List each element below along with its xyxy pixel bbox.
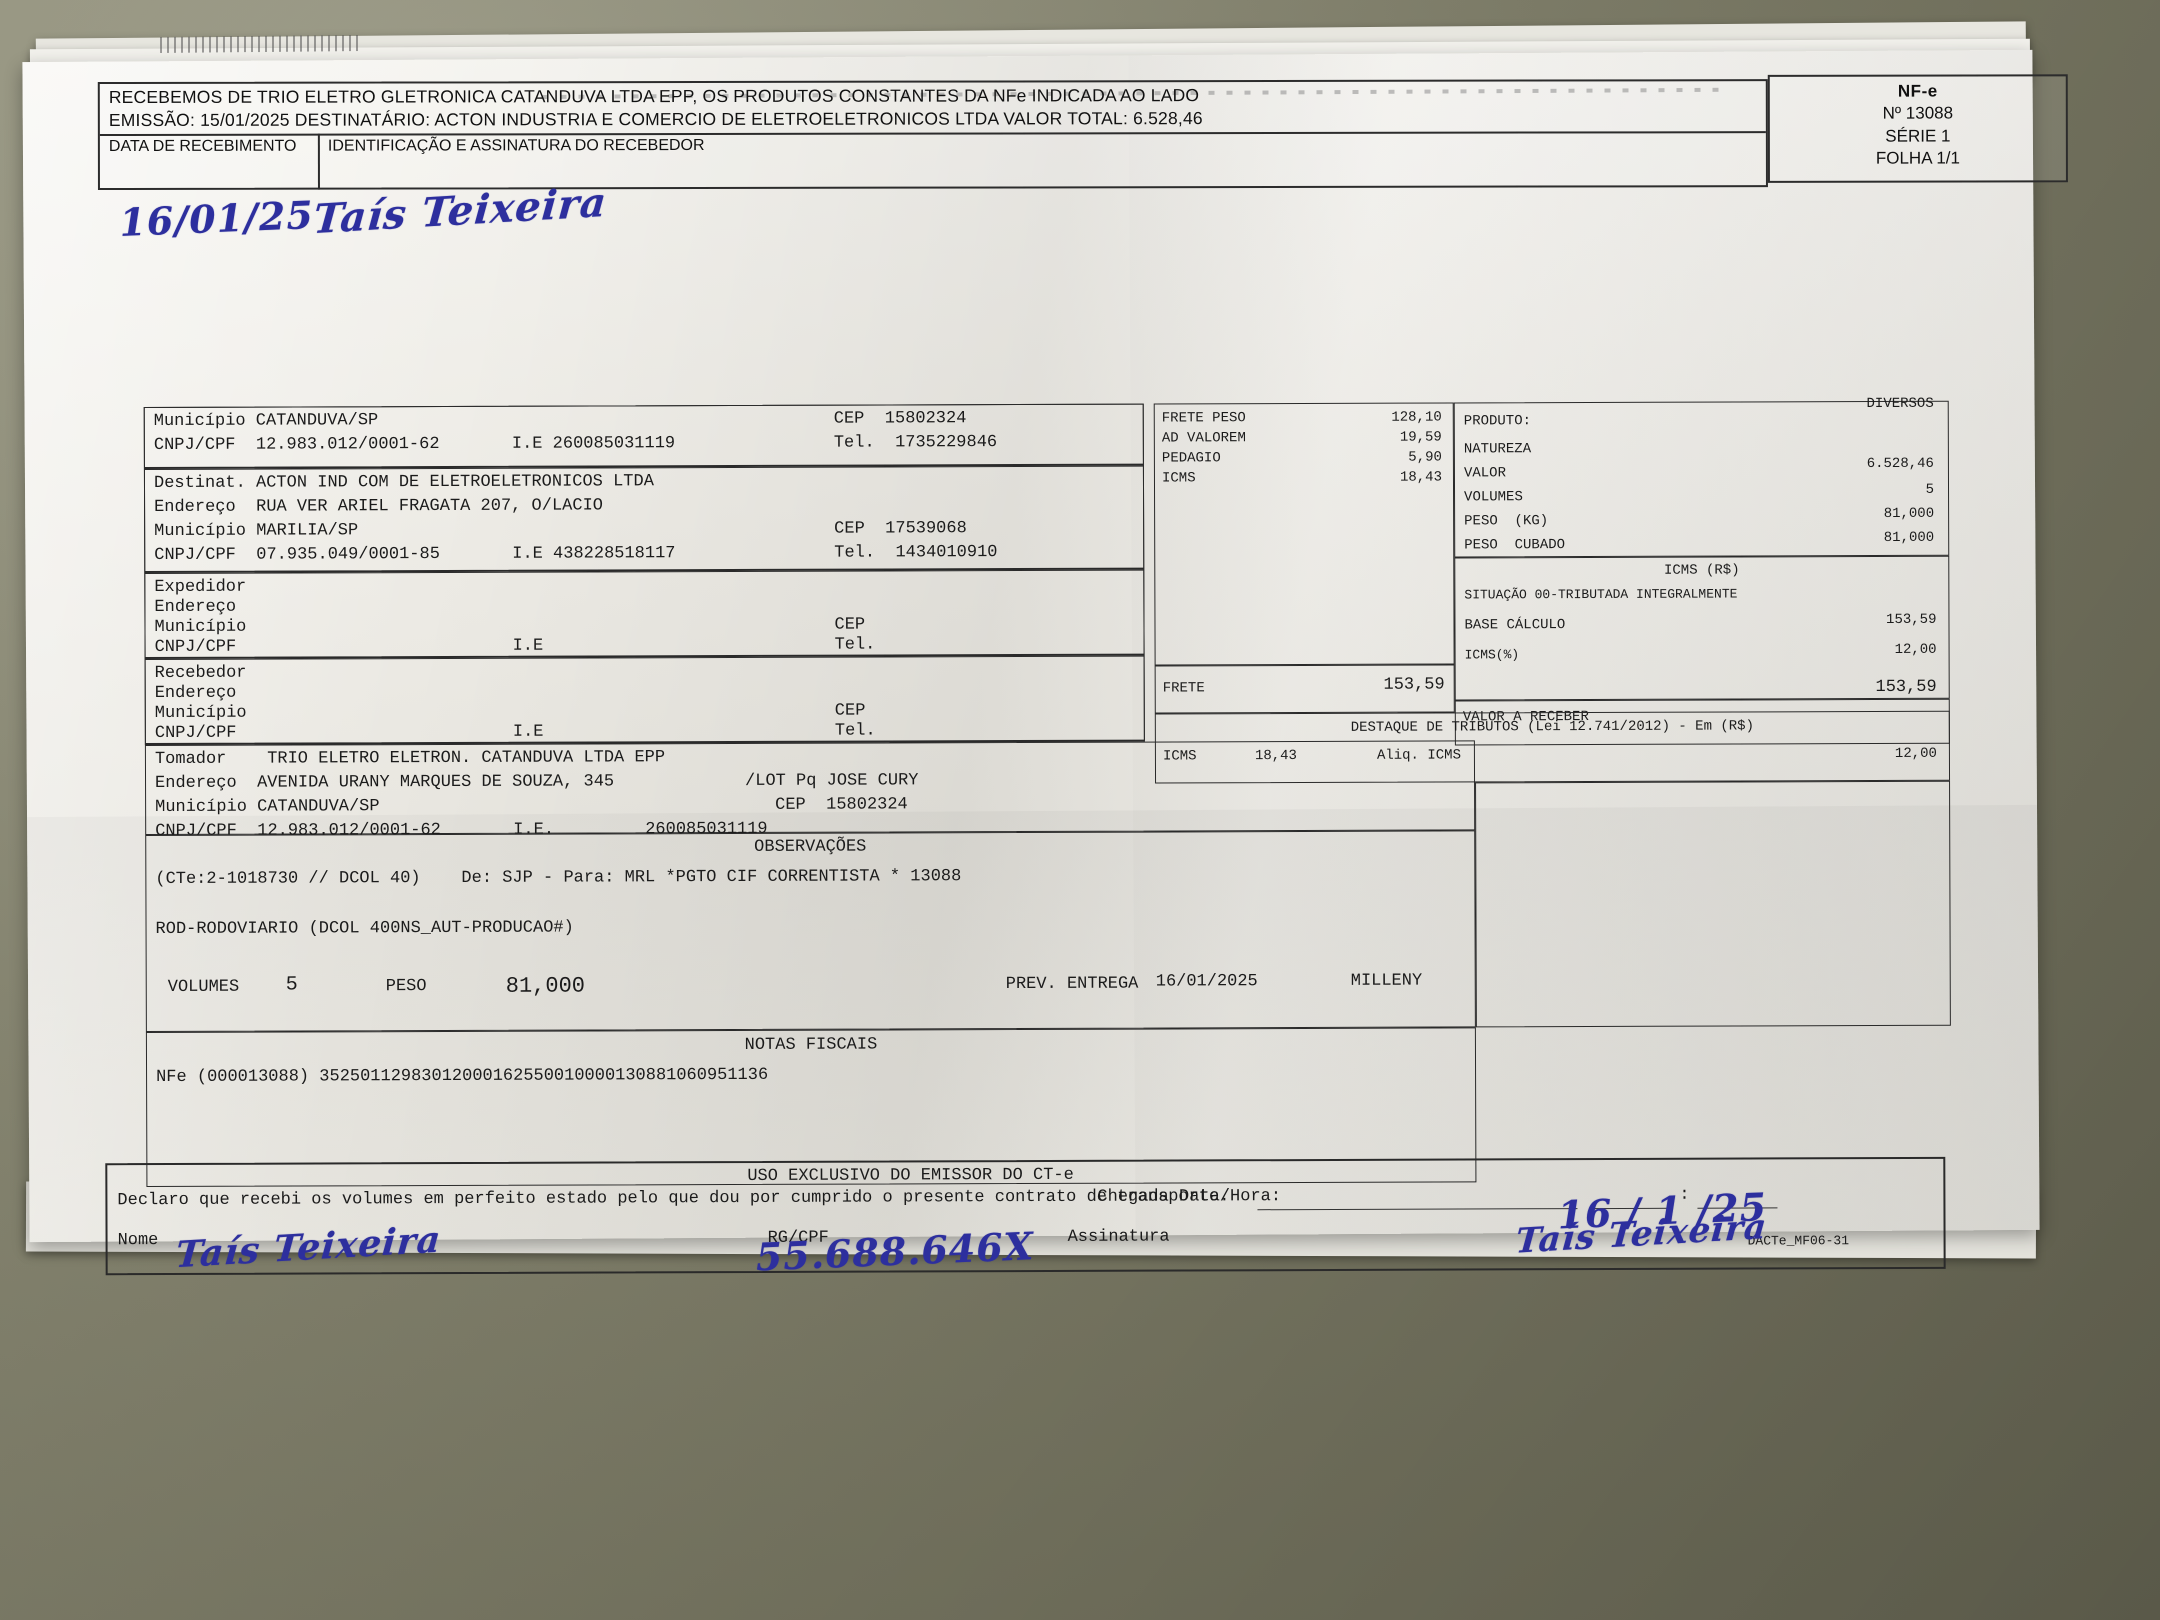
ad-valorem-value: 19,59 [1399, 429, 1442, 446]
label-data-recebimento: DATA DE RECEBIMENTO [108, 137, 297, 156]
obs-peso-value: 81,000 [505, 973, 586, 999]
volumes-label: VOLUMES [1464, 489, 1523, 506]
receipt-divider [99, 131, 1766, 137]
notas-fiscais-line: NFe (000013088) 352501129830120001625500… [156, 1065, 769, 1088]
peso-kg-value: 81,000 [1883, 505, 1935, 522]
remetente-municipio-label: Município CATANDUVA/SP [153, 411, 379, 432]
destinatario-ie: I.E 438228518117 [512, 544, 676, 564]
peso-cubado-value: 81,000 [1883, 529, 1935, 546]
tomador-endereco: Endereço AVENIDA URANY MARQUES DE SOUZA,… [154, 772, 615, 794]
natureza-label: NATUREZA [1463, 441, 1532, 458]
barcode-smudge [159, 34, 361, 54]
frete-total-value: 153,59 [1383, 675, 1445, 695]
icms-situacao: SITUAÇÃO 00-TRIBUTADA INTEGRALMENTE [1464, 586, 1738, 603]
tomador-cep: CEP 15802324 [775, 795, 908, 815]
volumes-value: 5 [1925, 481, 1935, 498]
observacoes-line-2: ROD-RODOVIARIO (DCOL 400NS_AUT-PRODUCAO#… [155, 918, 574, 940]
observacoes-line-1: (CTe:2-1018730 // DCOL 40) De: SJP - Par… [155, 867, 962, 890]
receipt-vertical-divider [317, 133, 320, 190]
base-calculo-label: BASE CÁLCULO [1464, 617, 1566, 634]
peso-kg-label: PESO (KG) [1464, 513, 1549, 530]
destaque-icms-value: 18,43 [1254, 748, 1297, 765]
chegada-label: Chegada Data/Hora: [1097, 1187, 1282, 1207]
receipt-line-1: RECEBEMOS DE TRIO ELETRO GLETRONICA CATA… [108, 85, 1200, 108]
observacoes-side-frame [1475, 780, 1951, 1028]
destaque-aliq-value: 12,00 [1894, 745, 1937, 762]
expedidor-tel-label: Tel. [834, 635, 876, 655]
recebedor-cnpj-label: CNPJ/CPF [154, 723, 237, 744]
nfe-numero: Nº 13088 [1882, 103, 1954, 124]
base-calculo-value: 153,59 [1886, 611, 1937, 628]
produto-label: PRODUTO: [1463, 413, 1532, 430]
nfe-reference-box: NF-e Nº 13088 SÉRIE 1 FOLHA 1/1 [1767, 74, 2068, 183]
valor-receber-value: 153,59 [1875, 677, 1937, 698]
icms-componente-value: 18,43 [1399, 469, 1442, 486]
destinatario-cnpj: CNPJ/CPF 07.935.049/0001-85 [154, 545, 440, 566]
produto-value: DIVERSOS [1866, 395, 1934, 413]
destinatario-endereco: Endereço RUA VER ARIEL FRAGATA 207, O/LA… [154, 496, 603, 518]
frete-total-label: FRETE [1162, 680, 1205, 697]
icms-componente-label: ICMS [1161, 470, 1196, 487]
dacte-document-sheet: RECEBEMOS DE TRIO ELETRO GLETRONICA CATA… [22, 49, 2068, 1280]
destaque-tributos-title: DESTAQUE DE TRIBUTOS (Lei 12.741/2012) -… [1350, 718, 1754, 736]
frete-peso-label: FRETE PESO [1161, 410, 1246, 427]
destinatario-municipio: Município MARILIA/SP [154, 521, 359, 542]
assinatura-label: Assinatura [1067, 1227, 1170, 1247]
destaque-icms-label: ICMS [1162, 748, 1197, 765]
obs-volumes-value: 5 [285, 973, 298, 997]
tomador-municipio: Município CATANDUVA/SP [155, 797, 380, 818]
observacoes-title: OBSERVAÇÕES [754, 837, 867, 857]
prev-entrega-value: 16/01/2025 [1155, 972, 1258, 992]
destinatario-nome: Destinat. ACTON IND COM DE ELETROELETRON… [153, 472, 654, 494]
destinatario-tel: Tel. 1434010910 [834, 543, 998, 563]
remetente-cep: CEP 15802324 [833, 409, 967, 429]
valor-label: VALOR [1463, 465, 1507, 482]
prev-entrega-label: PREV. ENTREGA [1005, 974, 1139, 995]
nome-label: Nome [117, 1231, 159, 1251]
operador-nome: MILLENY [1350, 971, 1423, 991]
tomador-bairro: /LOT Pq JOSE CURY [744, 771, 919, 791]
valor-value: 6.528,46 [1866, 455, 1934, 473]
remetente-cnpj-label: CNPJ/CPF 12.983.012/0001-62 [153, 435, 440, 456]
receipt-stub: RECEBEMOS DE TRIO ELETRO GLETRONICA CATA… [97, 79, 1768, 191]
uso-exclusivo-title: USO EXCLUSIVO DO EMISSOR DO CT-e [747, 1165, 1074, 1187]
expedidor-ie-label: I.E [512, 636, 544, 656]
label-identificacao-assinatura: IDENTIFICAÇÃO E ASSINATURA DO RECEBEDOR [327, 136, 705, 155]
notas-fiscais-title: NOTAS FISCAIS [744, 1035, 878, 1055]
obs-volumes-label: VOLUMES [167, 977, 240, 997]
recebedor-tel-label: Tel. [834, 721, 876, 741]
frete-peso-value: 128,10 [1391, 409, 1442, 426]
nfe-type: NF-e [1897, 81, 1938, 101]
nfe-folha: FOLHA 1/1 [1875, 148, 1960, 168]
handwritten-receipt-date: 16/01/25 [118, 192, 315, 245]
recebedor-frame [144, 655, 1145, 746]
nfe-serie: SÉRIE 1 [1885, 126, 1951, 146]
remetente-ie: I.E 260085031119 [511, 434, 676, 454]
tomador-nome: Tomador TRIO ELETRO ELETRON. CATANDUVA L… [154, 748, 666, 770]
icms-aliquota-label: ICMS(%) [1464, 647, 1520, 663]
destaque-aliq-label: Aliq. ICMS [1376, 747, 1461, 764]
expedidor-cnpj-label: CNPJ/CPF [154, 637, 237, 658]
obs-peso-label: PESO [385, 977, 427, 997]
destinatario-cep: CEP 17539068 [834, 519, 967, 539]
chegada-date-underline [1257, 1208, 1578, 1211]
peso-cubado-label: PESO CUBADO [1464, 537, 1566, 554]
receipt-line-2: EMISSÃO: 15/01/2025 DESTINATÁRIO: ACTON … [108, 108, 1203, 131]
remetente-tel: Tel. 1735229846 [833, 433, 998, 453]
recebedor-ie-label: I.E [512, 722, 544, 742]
icms-title: ICMS (R$) [1663, 562, 1740, 579]
expedidor-frame [144, 569, 1145, 660]
declaracao-text: Declaro que recebi os volumes em perfeit… [117, 1187, 1230, 1211]
pedagio-label: PEDAGIO [1161, 450, 1221, 467]
pedagio-value: 5,90 [1408, 449, 1442, 466]
icms-aliquota-value: 12,00 [1894, 641, 1937, 658]
ad-valorem-label: AD VALOREM [1161, 430, 1246, 447]
